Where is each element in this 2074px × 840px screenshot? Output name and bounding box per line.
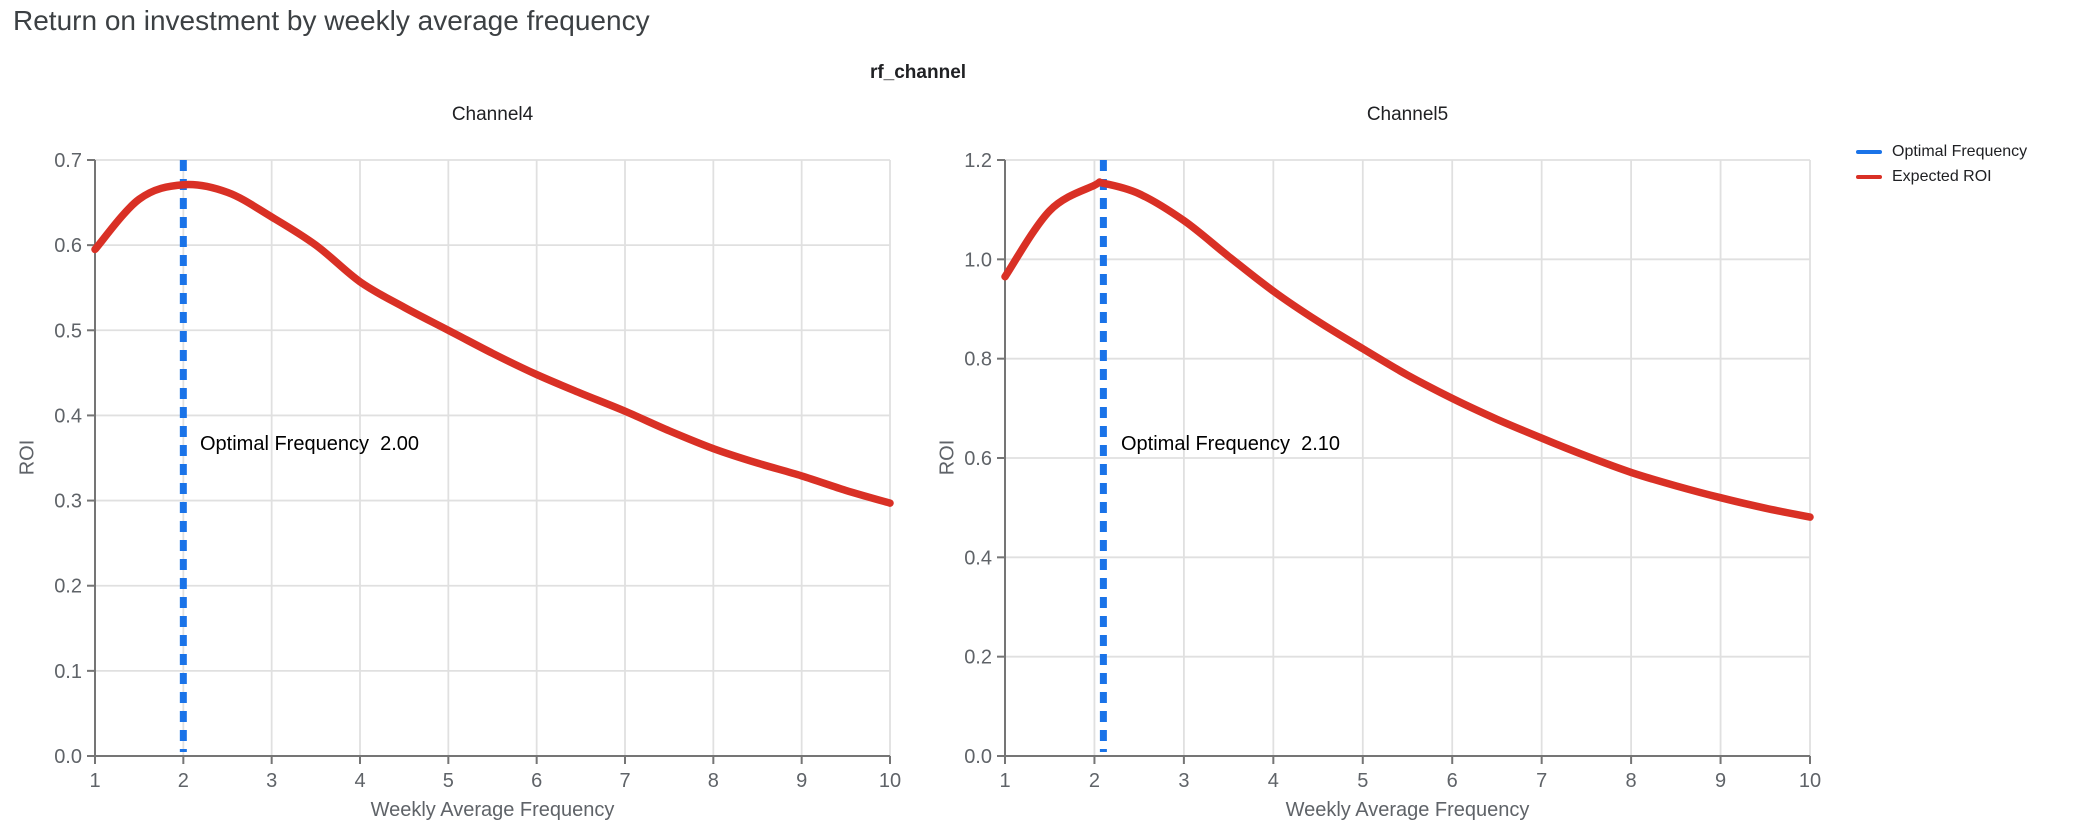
svg-text:6: 6 bbox=[1447, 770, 1458, 792]
svg-text:5: 5 bbox=[1357, 770, 1368, 792]
subplot-title-channel4: Channel4 bbox=[451, 104, 534, 125]
svg-text:4: 4 bbox=[1268, 770, 1279, 792]
svg-text:2: 2 bbox=[178, 770, 189, 792]
x-axis-label-channel4: Weekly Average Frequency bbox=[370, 799, 615, 821]
svg-text:0.1: 0.1 bbox=[54, 661, 82, 683]
svg-text:0.3: 0.3 bbox=[54, 491, 82, 513]
svg-text:0.5: 0.5 bbox=[54, 320, 82, 342]
svg-text:10: 10 bbox=[1799, 770, 1821, 792]
svg-text:9: 9 bbox=[796, 770, 807, 792]
svg-text:0.7: 0.7 bbox=[54, 150, 82, 172]
svg-text:2: 2 bbox=[1089, 770, 1100, 792]
legend-item-expected-roi: Expected ROI bbox=[1856, 167, 2027, 187]
svg-text:0.6: 0.6 bbox=[54, 235, 82, 257]
svg-text:0.4: 0.4 bbox=[54, 405, 82, 427]
figure-subtitle: rf_channel bbox=[869, 62, 967, 83]
svg-text:10: 10 bbox=[879, 770, 901, 792]
y-axis-label-channel5: ROI bbox=[936, 439, 959, 476]
page-title: Return on investment by weekly average f… bbox=[13, 5, 650, 36]
svg-text:0.8: 0.8 bbox=[964, 349, 992, 371]
svg-text:9: 9 bbox=[1715, 770, 1726, 792]
svg-text:0.4: 0.4 bbox=[964, 547, 992, 569]
legend-label-optimal-frequency: Optimal Frequency bbox=[1892, 143, 2028, 160]
svg-text:0.2: 0.2 bbox=[964, 647, 992, 669]
svg-text:1.2: 1.2 bbox=[964, 150, 992, 172]
svg-text:0.6: 0.6 bbox=[964, 448, 992, 470]
svg-text:1: 1 bbox=[999, 770, 1010, 792]
svg-text:1: 1 bbox=[89, 770, 100, 792]
svg-text:0.0: 0.0 bbox=[964, 746, 992, 768]
legend-item-optimal-frequency: Optimal Frequency bbox=[1856, 142, 2027, 162]
y-axis-label-channel4: ROI bbox=[16, 439, 39, 476]
svg-text:8: 8 bbox=[1626, 770, 1637, 792]
svg-text:0.2: 0.2 bbox=[54, 576, 82, 598]
svg-text:6: 6 bbox=[531, 770, 542, 792]
svg-text:1.0: 1.0 bbox=[964, 249, 992, 271]
optimal-frequency-annotation-channel5: Optimal Frequency 2.10 bbox=[1121, 433, 1340, 455]
optimal-frequency-line-swatch bbox=[1856, 150, 1882, 154]
svg-text:7: 7 bbox=[619, 770, 630, 792]
svg-text:5: 5 bbox=[443, 770, 454, 792]
svg-text:8: 8 bbox=[708, 770, 719, 792]
svg-text:3: 3 bbox=[266, 770, 277, 792]
x-axis-label-channel5: Weekly Average Frequency bbox=[1285, 799, 1530, 821]
legend-label-expected-roi: Expected ROI bbox=[1892, 168, 1992, 185]
svg-text:0.0: 0.0 bbox=[54, 746, 82, 768]
svg-text:7: 7 bbox=[1536, 770, 1547, 792]
subplot-title-channel5: Channel5 bbox=[1366, 104, 1449, 125]
optimal-frequency-annotation-channel4: Optimal Frequency 2.00 bbox=[200, 433, 419, 455]
svg-text:3: 3 bbox=[1178, 770, 1189, 792]
expected-roi-line-swatch bbox=[1856, 175, 1882, 179]
legend: Optimal Frequency Expected ROI bbox=[1856, 142, 2027, 192]
svg-text:4: 4 bbox=[354, 770, 365, 792]
